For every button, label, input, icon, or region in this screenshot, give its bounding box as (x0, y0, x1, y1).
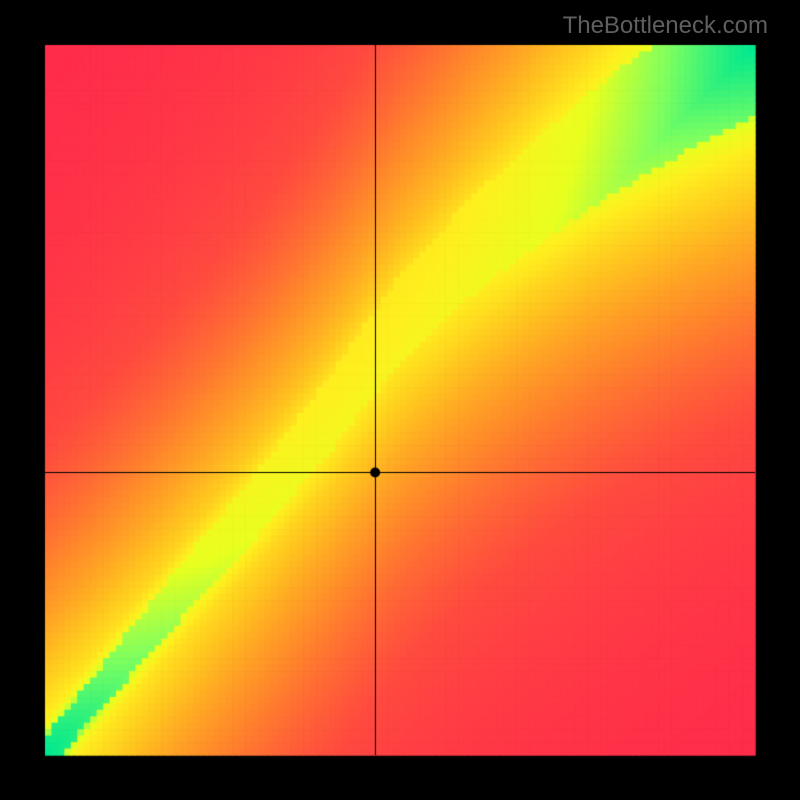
chart-container: TheBottleneck.com (0, 0, 800, 800)
bottleneck-heatmap (0, 0, 800, 800)
watermark-text: TheBottleneck.com (563, 12, 768, 40)
